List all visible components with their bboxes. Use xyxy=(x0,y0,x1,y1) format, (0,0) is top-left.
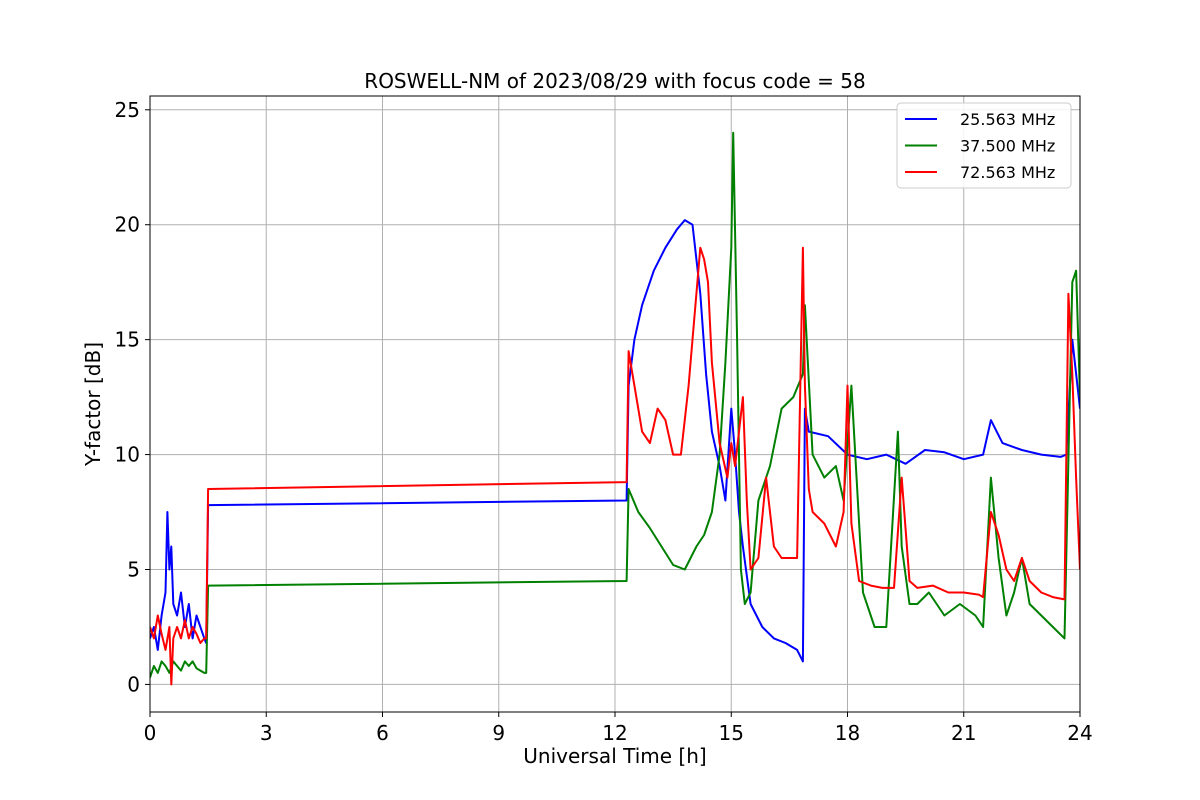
x-tick-label: 15 xyxy=(719,721,744,745)
y-tick-label: 5 xyxy=(127,557,140,581)
y-tick-label: 20 xyxy=(115,213,140,237)
y-tick-label: 10 xyxy=(115,443,140,467)
x-tick-label: 18 xyxy=(835,721,860,745)
x-tick-label: 0 xyxy=(144,721,157,745)
x-tick-label: 21 xyxy=(951,721,976,745)
x-tick-label: 3 xyxy=(260,721,273,745)
series-line-0 xyxy=(150,219,1080,663)
series-line-2 xyxy=(150,246,1080,686)
series-layer xyxy=(150,131,1080,686)
y-axis-label: Y-factor [dB] xyxy=(81,342,105,467)
legend-label-0: 25.563 MHz xyxy=(960,110,1055,129)
y-tick-label: 25 xyxy=(115,98,140,122)
x-axis-label: Universal Time [h] xyxy=(523,744,706,768)
x-tick-label: 9 xyxy=(492,721,505,745)
x-tick-label: 6 xyxy=(376,721,389,745)
legend-label-1: 37.500 MHz xyxy=(960,137,1055,156)
x-tick-label: 24 xyxy=(1067,721,1092,745)
chart-title: ROSWELL-NM of 2023/08/29 with focus code… xyxy=(364,69,865,93)
x-tick-label: 12 xyxy=(602,721,627,745)
axis-ticks: 0 3 6 9 12 15 18 21 24 0 5 10 15 20 25 xyxy=(115,98,1093,745)
legend-label-2: 72.563 MHz xyxy=(960,163,1055,182)
legend-box xyxy=(896,102,1072,189)
legend: 25.563 MHz 37.500 MHz 72.563 MHz xyxy=(896,102,1072,189)
y-tick-label: 15 xyxy=(115,328,140,352)
y-tick-label: 0 xyxy=(127,672,140,696)
